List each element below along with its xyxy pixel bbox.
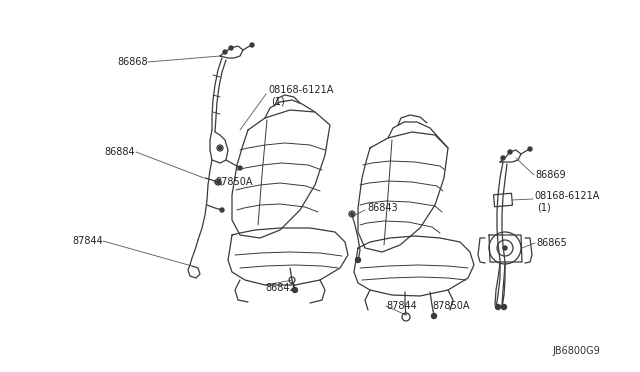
Text: 08168-6121A: 08168-6121A bbox=[268, 85, 333, 95]
Circle shape bbox=[250, 43, 254, 47]
Text: 87850A: 87850A bbox=[432, 301, 470, 311]
Text: 86865: 86865 bbox=[536, 238, 567, 248]
Text: 87844: 87844 bbox=[72, 236, 103, 246]
Circle shape bbox=[229, 46, 233, 50]
Text: 86843: 86843 bbox=[367, 203, 397, 213]
Circle shape bbox=[220, 208, 224, 212]
Circle shape bbox=[355, 257, 360, 263]
Text: 86868: 86868 bbox=[117, 57, 148, 67]
Bar bbox=[493, 193, 513, 207]
Circle shape bbox=[223, 50, 227, 54]
Circle shape bbox=[351, 212, 353, 215]
Text: (1): (1) bbox=[537, 202, 551, 212]
Text: 87844: 87844 bbox=[386, 301, 417, 311]
Circle shape bbox=[495, 305, 500, 310]
Text: 86869: 86869 bbox=[535, 170, 566, 180]
Circle shape bbox=[503, 246, 507, 250]
Text: (1): (1) bbox=[271, 96, 285, 106]
Circle shape bbox=[292, 288, 298, 292]
Circle shape bbox=[528, 147, 532, 151]
Circle shape bbox=[502, 305, 506, 310]
Circle shape bbox=[501, 156, 505, 160]
Text: 86842: 86842 bbox=[265, 283, 296, 293]
Text: 87850A: 87850A bbox=[215, 177, 253, 187]
Text: 08168-6121A: 08168-6121A bbox=[534, 191, 600, 201]
Circle shape bbox=[218, 147, 221, 150]
Circle shape bbox=[508, 150, 512, 154]
Text: JB6800G9: JB6800G9 bbox=[552, 346, 600, 356]
Circle shape bbox=[216, 180, 220, 183]
Text: 86884: 86884 bbox=[104, 147, 135, 157]
Circle shape bbox=[431, 314, 436, 318]
Circle shape bbox=[238, 166, 242, 170]
